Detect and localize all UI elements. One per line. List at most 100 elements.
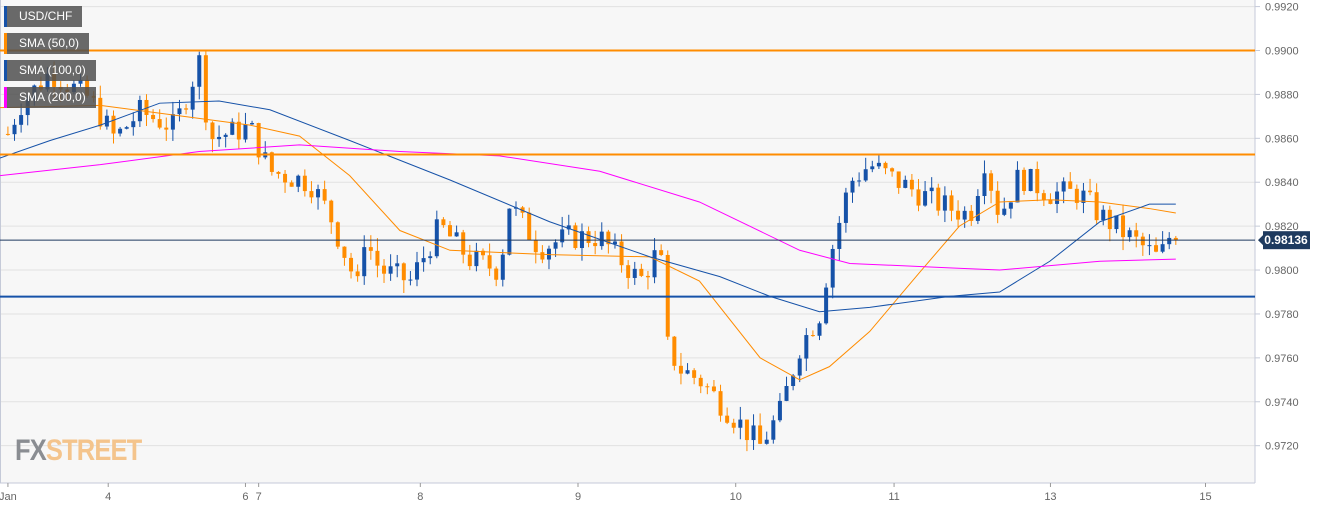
candle-body (909, 179, 914, 190)
candle-body (243, 124, 248, 140)
candle-body (12, 124, 17, 135)
candle-body (448, 225, 453, 237)
y-tick-label: 0.9740 (1265, 397, 1299, 409)
candle-body (329, 200, 334, 223)
candle-body (645, 275, 650, 278)
candle-body (289, 182, 294, 187)
logo-street: STREET (45, 434, 142, 467)
candle-body (362, 247, 367, 277)
candle-body (777, 400, 782, 421)
candle-body (652, 250, 657, 278)
current-price-pointer (1258, 235, 1263, 246)
candle-body (857, 180, 862, 182)
candle-body (1081, 190, 1086, 203)
sma-line-0 (0, 104, 1176, 381)
candle-body (1101, 209, 1106, 221)
candle-body (850, 180, 855, 193)
candles (5, 50, 1178, 452)
candle-body (962, 210, 967, 220)
y-tick-label: 0.9720 (1265, 441, 1299, 453)
candle-body (474, 250, 479, 267)
candle-body (1002, 208, 1007, 215)
candle-body (1074, 188, 1079, 203)
candle-body (1147, 245, 1152, 247)
candle-body (236, 121, 241, 140)
x-tick-label: 4 (105, 491, 111, 503)
candle-body (276, 171, 281, 174)
candle-body (896, 171, 901, 188)
candle-body (375, 250, 380, 266)
candle-body (1114, 215, 1119, 230)
candle-body (421, 258, 426, 263)
candle-body (184, 108, 189, 110)
candle-body (810, 335, 815, 337)
candle-body (45, 73, 50, 90)
x-tick-label: 10 (730, 491, 742, 503)
candle-body (619, 241, 624, 266)
x-tick-label: 8 (417, 491, 423, 503)
candle-body (837, 222, 842, 249)
candle-body (949, 195, 954, 211)
candle-body (269, 152, 274, 172)
candle-body (586, 231, 591, 244)
candle-body (579, 231, 584, 249)
candle-body (124, 127, 129, 129)
candle-body (217, 136, 222, 140)
y-tick-label: 0.9820 (1265, 221, 1299, 233)
candle-body (322, 189, 327, 201)
candle-body (507, 208, 512, 255)
candle-body (883, 162, 888, 169)
candle-body (639, 268, 644, 276)
candle-body (738, 419, 743, 428)
x-tick-label: 6 (242, 491, 248, 503)
x-tick-label: 7 (256, 491, 262, 503)
candle-body (1140, 236, 1145, 246)
x-tick-label: Jan (0, 491, 17, 503)
candle-body (923, 191, 928, 206)
candle-body (969, 210, 974, 221)
candle-body (78, 79, 83, 84)
candle-body (98, 97, 103, 127)
candle-body (309, 191, 314, 198)
candle-body (1061, 181, 1066, 192)
candle-body (461, 232, 466, 255)
candle-body (118, 128, 123, 134)
candle-body (936, 187, 941, 211)
candle-body (929, 187, 934, 192)
candle-body (144, 99, 149, 115)
candle-body (197, 55, 202, 87)
candle-body (1094, 192, 1099, 221)
candle-body (494, 268, 499, 280)
candle-body (659, 250, 664, 255)
sma-line-2 (0, 144, 1176, 271)
candle-body (250, 123, 255, 125)
candle-body (916, 189, 921, 206)
legend-sma100: SMA (100,0) (4, 60, 96, 81)
candle-body (692, 370, 697, 378)
candle-body (1055, 191, 1060, 204)
logo-fx: FX (15, 434, 47, 467)
y-tick-label: 0.9840 (1265, 177, 1299, 189)
candle-body (876, 162, 881, 167)
candle-body (1107, 209, 1112, 230)
candle-body (434, 219, 439, 257)
current-price-badge (1263, 231, 1310, 250)
candle-body (830, 248, 835, 288)
candle-body (296, 175, 301, 187)
y-tick-label: 0.9900 (1265, 45, 1299, 57)
candle-body (408, 279, 413, 281)
candle-body (870, 166, 875, 170)
y-tick-label: 0.9780 (1265, 309, 1299, 321)
candle-body (210, 122, 215, 140)
candle-body (982, 173, 987, 197)
candle-body (395, 263, 400, 267)
candle-body (164, 127, 169, 130)
candle-body (131, 121, 136, 128)
candle-body (751, 425, 756, 441)
candle-body (725, 415, 730, 423)
candle-body (1173, 237, 1178, 241)
candle-body (203, 55, 208, 123)
candle-body (744, 419, 749, 441)
candle-body (1035, 168, 1040, 194)
